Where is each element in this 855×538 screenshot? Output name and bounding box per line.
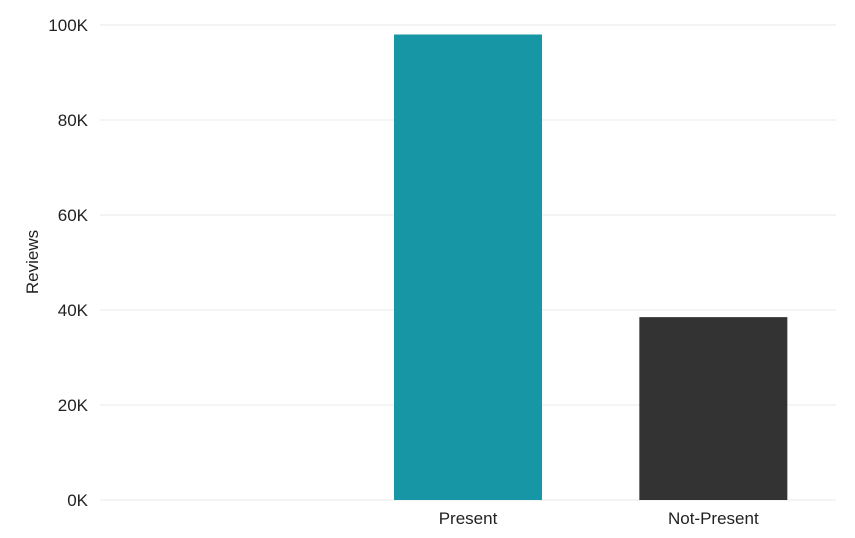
y-tick-label: 60K — [58, 206, 89, 225]
y-tick-label: 0K — [67, 491, 88, 510]
y-tick-label: 40K — [58, 301, 89, 320]
x-tick-label: Not-Present — [668, 509, 759, 528]
bar-not-present — [639, 317, 788, 500]
y-axis-ticks: 0K 20K 40K 60K 80K 100K — [48, 16, 88, 510]
y-axis-title: Reviews — [23, 230, 42, 294]
bar-present — [394, 34, 542, 500]
x-axis-ticks: Present Not-Present — [439, 509, 759, 528]
x-tick-label: Present — [439, 509, 498, 528]
y-tick-label: 80K — [58, 111, 89, 130]
y-tick-label: 100K — [48, 16, 88, 35]
bars — [394, 34, 788, 500]
y-tick-label: 20K — [58, 396, 89, 415]
